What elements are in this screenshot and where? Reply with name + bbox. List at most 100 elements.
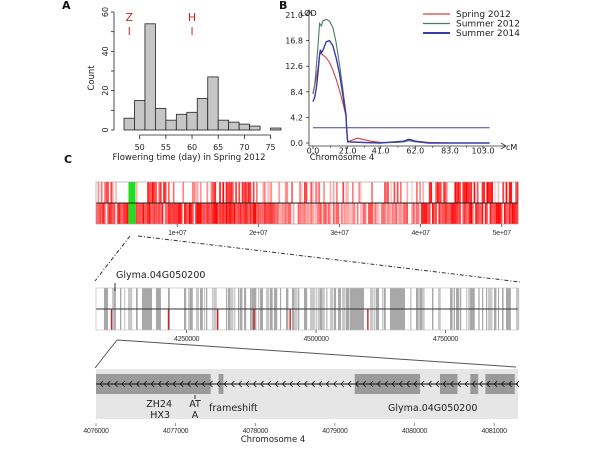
heat-stripe-bottom bbox=[104, 203, 106, 224]
heat-stripe-bottom bbox=[368, 203, 370, 224]
heat-stripe-top bbox=[228, 182, 231, 203]
annotation-h: H bbox=[188, 11, 196, 24]
heat-stripe-bottom bbox=[184, 203, 186, 224]
heat-stripe-bottom bbox=[96, 203, 98, 224]
x-tick-label: 60 bbox=[187, 143, 197, 152]
variant-label-hx3: HX3 bbox=[150, 410, 170, 421]
heat-stripe-bottom bbox=[126, 203, 129, 224]
heat-stripe-bottom bbox=[113, 203, 116, 224]
heat-stripe-bottom bbox=[468, 203, 471, 224]
heat-stripe-top bbox=[497, 182, 500, 203]
heat-stripe-bottom bbox=[200, 203, 202, 224]
heat-stripe-top bbox=[384, 182, 386, 203]
heat-stripe-bottom bbox=[209, 203, 212, 224]
heat-stripe-bottom bbox=[401, 203, 404, 224]
x-tick-label: 75 bbox=[265, 143, 275, 152]
chrom-x-tick-label: 2e+07 bbox=[249, 230, 268, 237]
heat-stripe-bottom bbox=[489, 203, 492, 224]
heat-stripe-bottom bbox=[428, 203, 431, 224]
heat-stripe-bottom bbox=[108, 203, 111, 224]
gene-x-tick-label: 4079000 bbox=[322, 428, 348, 435]
y-tick-label: 60 bbox=[101, 7, 110, 17]
heat-stripe-bottom bbox=[465, 203, 468, 224]
heat-stripe-top bbox=[371, 182, 373, 203]
legend-label: Summer 2012 bbox=[456, 20, 520, 30]
heat-stripe-bottom bbox=[411, 203, 413, 224]
x-tick-label: 55 bbox=[161, 143, 171, 152]
heat-stripe-bottom bbox=[364, 203, 367, 224]
heat-stripe-top bbox=[481, 182, 484, 203]
heat-stripe-top bbox=[486, 182, 489, 203]
heat-stripe-bottom bbox=[140, 203, 143, 224]
gene-x-tick-label: 4081000 bbox=[482, 428, 508, 435]
histogram-bar bbox=[207, 76, 219, 131]
lod-x-tick-label: 62.0 bbox=[406, 147, 424, 156]
region-x-tick-label: 4500000 bbox=[303, 336, 329, 343]
heat-stripe-bottom bbox=[230, 203, 233, 224]
heat-stripe-bottom bbox=[480, 203, 482, 224]
heat-stripe-top bbox=[148, 182, 151, 203]
heat-stripe-bottom bbox=[280, 203, 282, 224]
heat-stripe-bottom bbox=[124, 203, 127, 224]
heat-stripe-bottom bbox=[283, 203, 285, 224]
heat-stripe-bottom bbox=[352, 203, 354, 224]
heat-stripe-bottom bbox=[497, 203, 500, 224]
heat-stripe-bottom bbox=[156, 203, 159, 224]
heat-stripe-top bbox=[332, 182, 335, 203]
heat-stripe-top bbox=[323, 182, 325, 203]
heat-stripe-top bbox=[110, 182, 113, 203]
heat-stripe-top bbox=[516, 182, 519, 203]
heat-stripe-bottom bbox=[249, 203, 252, 224]
heat-stripe-bottom bbox=[320, 203, 322, 224]
heat-stripe-bottom bbox=[273, 203, 276, 224]
heat-stripe-top bbox=[147, 182, 149, 203]
heat-stripe-bottom bbox=[203, 203, 205, 224]
heat-stripe-top bbox=[155, 182, 157, 203]
heat-stripe-bottom bbox=[369, 203, 372, 224]
heat-stripe-top bbox=[456, 182, 458, 203]
heat-stripe-top bbox=[422, 182, 425, 203]
heat-stripe-bottom bbox=[235, 203, 237, 224]
heat-stripe-top bbox=[494, 182, 497, 203]
heat-stripe-top bbox=[249, 182, 252, 203]
heat-stripe-bottom bbox=[377, 203, 380, 224]
heat-stripe-top bbox=[264, 182, 266, 203]
chrom-border bbox=[95, 181, 519, 225]
heat-stripe-bottom bbox=[396, 203, 399, 224]
heat-stripe-top bbox=[284, 182, 287, 203]
heat-stripe-top bbox=[438, 182, 441, 203]
y-tick-label: 20 bbox=[101, 86, 110, 96]
heat-stripe-bottom bbox=[451, 203, 453, 224]
histogram-bar bbox=[123, 117, 135, 131]
heat-stripe-bottom bbox=[438, 203, 441, 224]
heat-stripe-bottom bbox=[505, 203, 508, 224]
heat-stripe-bottom bbox=[198, 203, 201, 224]
heat-stripe-top bbox=[329, 182, 332, 203]
heat-stripe-bottom bbox=[289, 203, 292, 224]
lod-y-tick-label: 12.6 bbox=[285, 62, 303, 71]
heat-stripe-bottom bbox=[110, 203, 113, 224]
gene-x-tick-label: 4080000 bbox=[402, 428, 428, 435]
heat-stripe-bottom bbox=[350, 203, 353, 224]
heat-stripe-bottom bbox=[307, 203, 309, 224]
heat-stripe-bottom bbox=[276, 203, 279, 224]
histogram-bar bbox=[144, 23, 156, 131]
histogram-bar bbox=[228, 121, 240, 131]
heat-stripe-bottom bbox=[227, 203, 229, 224]
heat-stripe-bottom bbox=[236, 203, 239, 224]
variant-effect: frameshift bbox=[209, 403, 258, 414]
heat-stripe-bottom bbox=[344, 203, 346, 224]
heat-stripe-top bbox=[182, 182, 185, 203]
heat-stripe-bottom bbox=[192, 203, 194, 224]
heat-stripe-bottom bbox=[185, 203, 188, 224]
lod-series-summer-2014 bbox=[312, 39, 490, 144]
chrom-x-tick-label: 4e+07 bbox=[412, 230, 431, 237]
gene-x-tick-label: 4077000 bbox=[163, 428, 189, 435]
heat-stripe-bottom bbox=[180, 203, 183, 224]
heat-stripe-top bbox=[214, 182, 217, 203]
heat-stripe-top bbox=[262, 182, 265, 203]
heat-stripe-bottom bbox=[222, 203, 225, 224]
heat-stripe-bottom bbox=[496, 203, 498, 224]
heat-stripe-bottom bbox=[112, 203, 114, 224]
heat-stripe-top bbox=[97, 182, 100, 203]
